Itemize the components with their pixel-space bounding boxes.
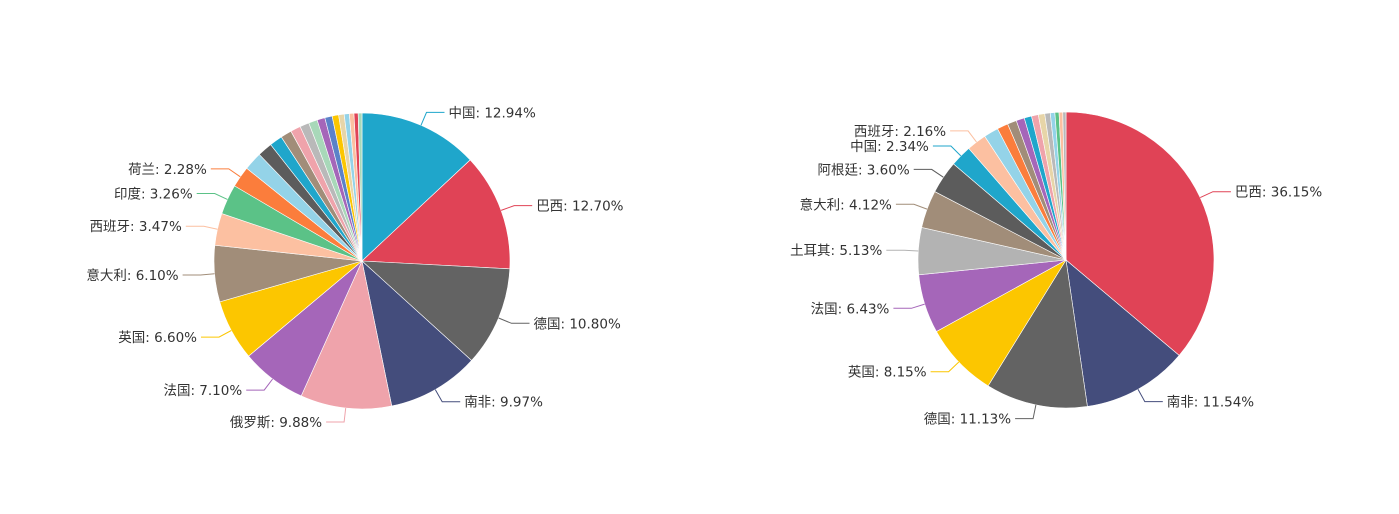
leader-line-0-8 bbox=[185, 225, 218, 230]
leader-line-1-5 bbox=[886, 249, 919, 252]
leader-line-1-9 bbox=[950, 130, 977, 143]
slice-label-0-5: 法国: 7.10% bbox=[163, 383, 242, 399]
slice-label-1-4: 法国: 6.43% bbox=[811, 301, 890, 317]
leader-line-1-0 bbox=[1199, 191, 1231, 199]
pie-slice-0-2[interactable] bbox=[361, 260, 511, 361]
pie-chart-left: 中国: 12.94% 巴西: 12.70% 德国: 10.80% 南非: 9.97% 俄… bbox=[86, 105, 623, 431]
slice-label-1-2: 德国: 11.13% bbox=[924, 412, 1011, 428]
slice-label-0-10: 荷兰: 2.28% bbox=[128, 162, 207, 178]
slice-label-1-0: 巴西: 36.15% bbox=[1235, 185, 1322, 201]
leader-line-0-10 bbox=[210, 168, 241, 178]
slice-label-1-7: 阿根廷: 3.60% bbox=[817, 162, 909, 178]
leader-line-0-1 bbox=[500, 205, 533, 211]
pie-chart-right: 巴西: 36.15% 南非: 11.54% 德国: 11.13% 英国: 8.15% 法… bbox=[790, 111, 1322, 428]
leader-line-1-2 bbox=[1015, 404, 1037, 420]
pie-slice-1-2[interactable] bbox=[987, 259, 1088, 409]
pie-slice-minor-0-25[interactable] bbox=[357, 112, 363, 262]
leader-line-1-7 bbox=[913, 168, 944, 178]
leader-line-0-6 bbox=[201, 330, 232, 338]
pie-slice-0-3[interactable] bbox=[361, 260, 473, 407]
pie-slice-minor-1-21[interactable] bbox=[1062, 111, 1067, 261]
leader-line-0-9 bbox=[196, 193, 228, 200]
slice-label-0-6: 英国: 6.60% bbox=[118, 329, 197, 346]
slice-label-1-5: 土耳其: 5.13% bbox=[790, 243, 882, 259]
slice-label-1-1: 南非: 11.54% bbox=[1167, 395, 1254, 411]
leader-line-0-2 bbox=[498, 317, 530, 324]
leader-line-0-3 bbox=[434, 389, 461, 403]
slice-label-1-8: 中国: 2.34% bbox=[850, 139, 929, 155]
slice-label-0-0: 中国: 12.94% bbox=[449, 105, 536, 121]
slice-label-0-1: 巴西: 12.70% bbox=[536, 199, 623, 215]
slice-label-0-4: 俄罗斯: 9.88% bbox=[230, 415, 322, 431]
pie-slice-1-1[interactable] bbox=[1065, 259, 1180, 407]
slice-label-1-3: 英国: 8.15% bbox=[848, 364, 927, 381]
slice-label-0-3: 南非: 9.97% bbox=[464, 395, 543, 411]
pie-slice-0-1[interactable] bbox=[361, 159, 511, 270]
slice-label-0-9: 印度: 3.26% bbox=[114, 187, 193, 203]
slice-label-0-7: 意大利: 6.10% bbox=[86, 267, 178, 284]
leader-line-1-6 bbox=[895, 203, 928, 210]
slice-label-0-8: 西班牙: 3.47% bbox=[90, 219, 182, 235]
leader-line-1-4 bbox=[893, 303, 925, 309]
leader-line-0-7 bbox=[182, 273, 215, 276]
slice-label-1-6: 意大利: 4.12% bbox=[800, 196, 892, 213]
slice-label-1-9: 西班牙: 2.16% bbox=[854, 124, 946, 140]
leader-line-0-5 bbox=[246, 378, 273, 391]
leader-line-1-1 bbox=[1137, 389, 1163, 403]
pie-slice-0-4[interactable] bbox=[300, 260, 393, 410]
leader-line-0-0 bbox=[420, 111, 445, 126]
leader-line-1-8 bbox=[932, 145, 962, 157]
leader-line-0-4 bbox=[326, 408, 347, 423]
leader-line-1-3 bbox=[930, 361, 960, 373]
slice-label-0-2: 德国: 10.80% bbox=[534, 316, 621, 332]
